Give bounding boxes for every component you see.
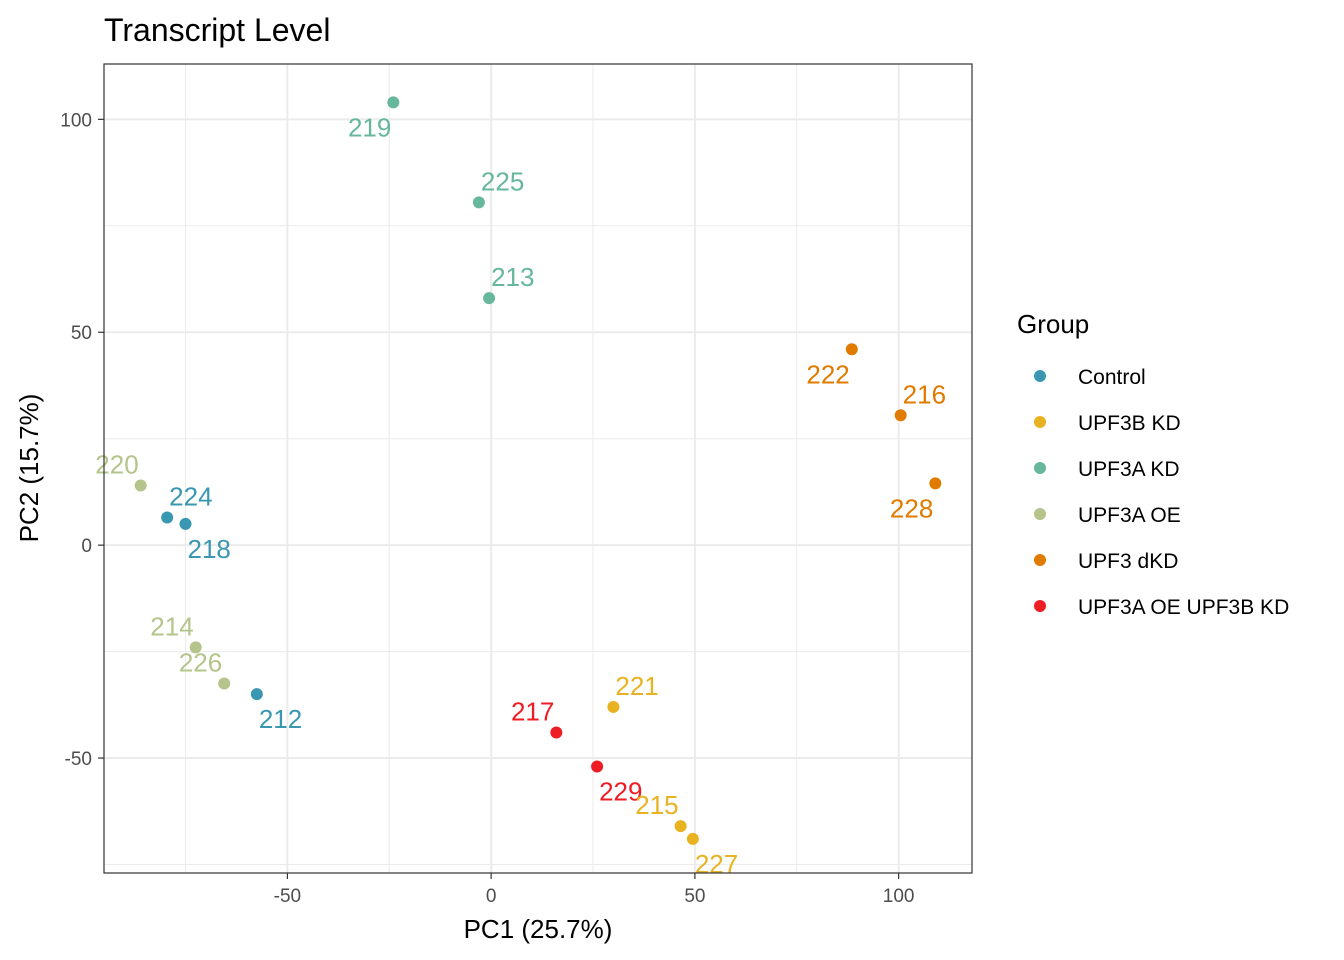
legend-label-4: UPF3 dKD [1078, 550, 1178, 573]
legend-label-2: UPF3A KD [1078, 458, 1180, 481]
point-label-220: 220 [95, 450, 138, 480]
data-point-219 [387, 96, 400, 109]
point-label-214: 214 [150, 611, 193, 641]
legend-key-5 [1034, 600, 1046, 612]
x-axis: -50 0 50 100 [274, 873, 915, 907]
data-point-221 [607, 700, 620, 713]
y-tick-label: -50 [65, 749, 92, 770]
legend-label-1: UPF3B KD [1078, 412, 1181, 435]
x-tick-label: 50 [684, 886, 705, 907]
point-label-224: 224 [169, 481, 212, 511]
legend-key-4 [1034, 554, 1046, 566]
legend-key-1 [1034, 416, 1046, 428]
data-point-215 [674, 820, 687, 833]
x-tick-label: 100 [883, 886, 915, 907]
x-axis-title: PC1 (25.7%) [464, 914, 613, 944]
data-point-220 [134, 479, 147, 492]
legend-key-2 [1034, 462, 1046, 474]
legend-label-3: UPF3A OE [1078, 504, 1181, 527]
point-label-229: 229 [599, 777, 642, 807]
data-point-227 [686, 832, 699, 845]
point-label-213: 213 [491, 262, 534, 292]
data-point-224 [161, 511, 174, 524]
point-label-225: 225 [481, 166, 524, 196]
data-points [134, 96, 942, 845]
point-label-216: 216 [903, 379, 946, 409]
data-point-228 [929, 477, 942, 490]
legend-title: Group [1017, 309, 1089, 339]
point-label-227: 227 [695, 849, 738, 879]
plot-background [104, 64, 972, 873]
data-point-213 [483, 292, 496, 305]
x-tick-label: 0 [486, 886, 497, 907]
chart-title: Transcript Level [104, 12, 330, 48]
legend-key-3 [1034, 508, 1046, 520]
legend: Group Control UPF3B KD UPF3A KD UPF3A OE UPF… [1017, 309, 1289, 619]
legend-label-0: Control [1078, 366, 1146, 389]
data-point-225 [472, 196, 485, 209]
point-labels: 219 225 213 222 216 228 220 224 218 214 226 212 221 2… [95, 112, 946, 879]
data-point-222 [845, 343, 858, 356]
point-label-212: 212 [259, 704, 302, 734]
data-point-216 [894, 409, 907, 422]
point-label-217: 217 [511, 696, 554, 726]
plot-border [103, 63, 973, 874]
point-label-218: 218 [188, 534, 231, 564]
point-label-228: 228 [890, 493, 933, 523]
data-point-214 [189, 641, 202, 654]
y-tick-label: 0 [81, 536, 92, 557]
point-label-226: 226 [179, 648, 222, 678]
data-point-226 [218, 677, 231, 690]
y-tick-label: 100 [60, 110, 92, 131]
x-tick-label: -50 [274, 886, 301, 907]
y-tick-label: 50 [71, 323, 92, 344]
data-point-218 [179, 517, 192, 530]
minor-gridlines [104, 64, 972, 873]
y-axis-title: PC2 (15.7%) [14, 394, 44, 543]
data-point-217 [550, 726, 563, 739]
point-label-221: 221 [615, 671, 658, 701]
major-gridlines [104, 64, 972, 873]
legend-key-0 [1034, 370, 1046, 382]
data-point-212 [250, 688, 263, 701]
y-axis: -50 0 50 100 [60, 110, 104, 770]
point-label-219: 219 [348, 112, 391, 142]
data-point-229 [591, 760, 604, 773]
point-label-222: 222 [806, 359, 849, 389]
plot-panel: 219 225 213 222 216 228 220 224 218 214 226 212 221 2… [95, 63, 973, 879]
point-label-215: 215 [635, 790, 678, 820]
legend-items: Control UPF3B KD UPF3A KD UPF3A OE UPF3 dKD U… [1034, 366, 1289, 619]
legend-label-5: UPF3A OE UPF3B KD [1078, 596, 1289, 619]
